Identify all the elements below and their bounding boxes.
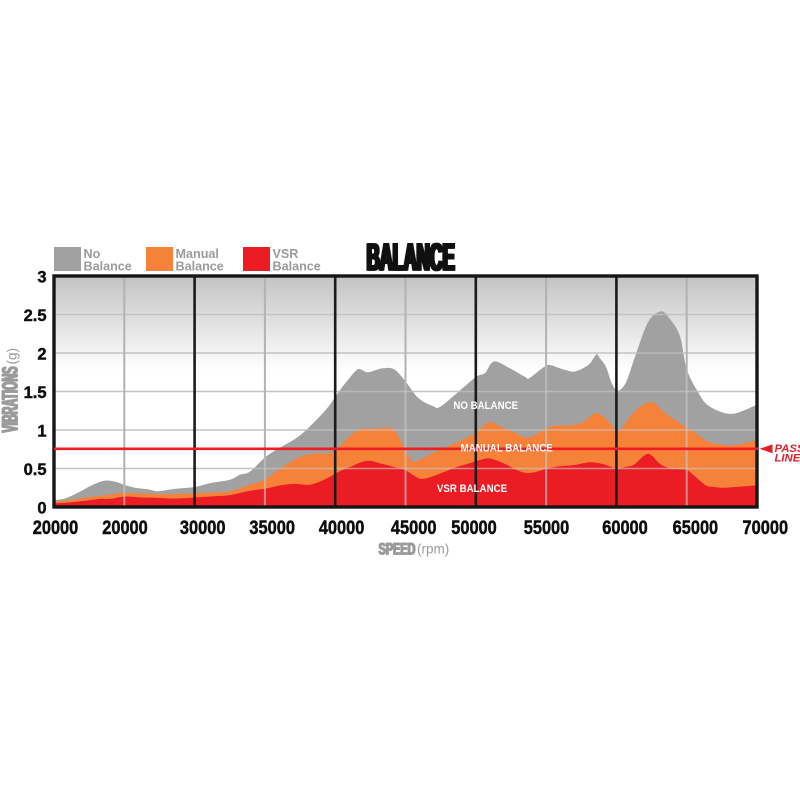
svg-text:(rpm): (rpm) (417, 542, 449, 557)
svg-text:50000: 50000 (451, 517, 497, 539)
svg-text:PASS: PASS (775, 443, 800, 455)
svg-text:20000: 20000 (33, 517, 79, 539)
svg-text:20000: 20000 (102, 517, 148, 539)
svg-text:65000: 65000 (673, 517, 719, 539)
svg-text:VSR: VSR (273, 247, 299, 261)
svg-text:1: 1 (37, 423, 46, 441)
svg-text:3: 3 (37, 269, 46, 287)
svg-text:BALANCE: BALANCE (366, 237, 454, 279)
svg-text:Balance: Balance (176, 260, 224, 274)
svg-text:VSR BALANCE: VSR BALANCE (437, 484, 507, 496)
svg-text:2: 2 (37, 346, 46, 364)
svg-text:Balance: Balance (273, 260, 321, 274)
svg-text:(g): (g) (5, 348, 20, 365)
svg-text:35000: 35000 (249, 517, 295, 539)
svg-text:0: 0 (37, 500, 46, 518)
svg-text:55000: 55000 (524, 517, 570, 539)
svg-text:No: No (84, 247, 101, 261)
svg-text:LINE: LINE (775, 453, 800, 465)
svg-text:2.5: 2.5 (24, 307, 47, 325)
svg-text:Balance: Balance (84, 260, 132, 274)
svg-text:MANUAL BALANCE: MANUAL BALANCE (461, 443, 553, 455)
svg-text:60000: 60000 (602, 517, 648, 539)
svg-text:SPEED: SPEED (379, 540, 416, 559)
svg-text:BALANCE: BALANCE (367, 237, 455, 279)
svg-text:VIBRATIONS: VIBRATIONS (0, 367, 23, 433)
svg-text:BALANCE: BALANCE (368, 237, 456, 279)
svg-text:45000: 45000 (391, 517, 437, 539)
svg-text:Manual: Manual (176, 247, 219, 261)
svg-text:0.5: 0.5 (24, 461, 47, 479)
svg-text:NO BALANCE: NO BALANCE (453, 401, 518, 413)
svg-text:SPEED: SPEED (378, 540, 415, 559)
svg-text:30000: 30000 (180, 517, 226, 539)
svg-text:40000: 40000 (319, 517, 365, 539)
svg-text:1.5: 1.5 (24, 384, 47, 402)
svg-text:VIBRATIONS: VIBRATIONS (0, 366, 23, 432)
svg-text:70000: 70000 (743, 517, 789, 539)
